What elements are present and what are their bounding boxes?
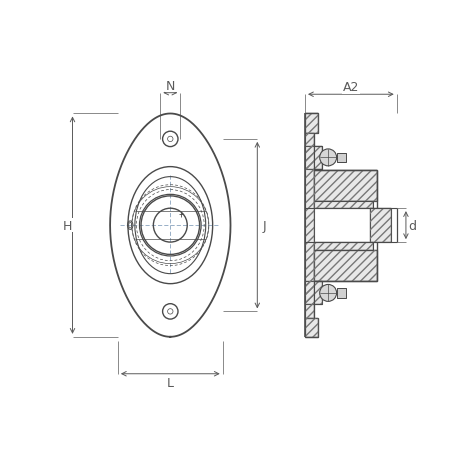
Text: J: J — [262, 219, 265, 232]
Bar — [313, 201, 372, 209]
Bar — [313, 170, 376, 201]
Bar — [304, 134, 313, 318]
Circle shape — [319, 285, 336, 302]
Bar — [336, 289, 345, 298]
Bar — [304, 146, 321, 169]
Text: d: d — [407, 219, 415, 232]
Text: L: L — [167, 376, 174, 389]
Bar — [313, 250, 376, 281]
Bar — [313, 250, 376, 281]
Bar — [304, 146, 321, 169]
Bar — [304, 282, 321, 305]
Bar — [304, 318, 318, 337]
Bar — [304, 134, 313, 318]
Bar — [313, 201, 372, 209]
Text: H: H — [62, 219, 72, 232]
Circle shape — [319, 150, 336, 167]
Text: N: N — [165, 79, 174, 92]
Bar — [313, 242, 372, 250]
Text: A2: A2 — [342, 81, 358, 94]
Bar — [304, 114, 318, 134]
Bar — [369, 209, 390, 242]
Bar — [304, 282, 321, 305]
Bar — [304, 318, 318, 337]
Bar — [369, 209, 390, 242]
Bar — [313, 242, 372, 250]
Bar — [304, 114, 318, 134]
Bar — [336, 153, 345, 162]
Bar — [313, 170, 376, 201]
